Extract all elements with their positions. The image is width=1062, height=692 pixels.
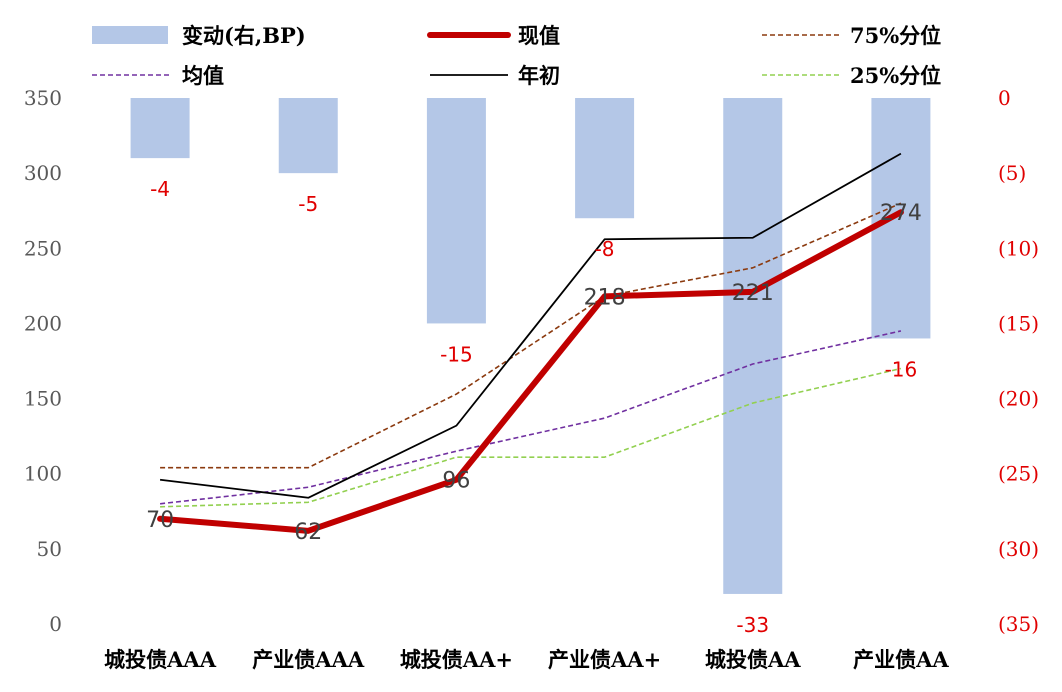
right-tick-label: (10) — [998, 236, 1039, 260]
left-tick-label: 200 — [24, 311, 62, 335]
change-bar-label: -15 — [440, 342, 473, 366]
change-bar — [278, 98, 338, 174]
category-label: 产业债AA — [853, 647, 949, 672]
legend-swatch-bar — [92, 26, 168, 44]
left-tick-label: 0 — [49, 612, 62, 636]
change-bar-label: -33 — [736, 613, 769, 637]
right-tick-label: (30) — [998, 537, 1039, 561]
category-label: 城投债AA+ — [400, 647, 513, 672]
series-line-2 — [160, 367, 902, 508]
left-tick-label: 100 — [24, 462, 62, 486]
series-line-0 — [160, 202, 902, 469]
change-bar — [871, 98, 931, 339]
left-tick-label: 150 — [24, 387, 62, 411]
current-value-label: 274 — [880, 201, 922, 226]
current-data-labels: 70 62 96 218 221 274 — [146, 201, 922, 545]
legend-label: 均值 — [182, 63, 224, 88]
change-bar — [723, 98, 783, 594]
change-bar-label: -16 — [885, 357, 918, 381]
current-value-label: 70 — [146, 508, 174, 533]
current-value-label: 218 — [584, 285, 626, 310]
change-bar — [130, 98, 190, 159]
legend-label: 25%分位 — [850, 63, 941, 88]
left-tick-label: 300 — [24, 161, 62, 185]
current-value-label: 62 — [294, 520, 322, 545]
right-tick-label: (35) — [998, 612, 1039, 636]
bar-series — [130, 98, 931, 594]
change-bar-label: -8 — [595, 237, 615, 261]
category-label: 产业债AA+ — [548, 647, 661, 672]
left-tick-label: 250 — [24, 236, 62, 260]
left-tick-label: 50 — [37, 537, 62, 561]
bar-data-labels: -4 -5 -15 -8 -33 -16 — [150, 177, 917, 637]
right-tick-label: (15) — [998, 311, 1039, 335]
change-bar-label: -4 — [150, 177, 170, 201]
right-tick-label: 0 — [998, 86, 1011, 110]
right-tick-label: (25) — [998, 462, 1039, 486]
right-tick-label: (5) — [998, 161, 1026, 185]
change-bar-label: -5 — [298, 192, 318, 216]
category-label: 城投债AAA — [104, 647, 217, 672]
current-value-label: 96 — [442, 469, 470, 494]
legend-label: 现值 — [518, 23, 560, 48]
left-axis: 0 50 100 150 200 250 300 350 — [24, 86, 62, 636]
change-bar — [575, 98, 635, 219]
series-line-1 — [159, 330, 902, 505]
line-series — [157, 152, 904, 534]
series-line-4 — [157, 209, 904, 534]
series-line-3 — [159, 152, 902, 499]
change-bar — [426, 98, 486, 324]
category-axis: 城投债AAA 产业债AAA 城投债AA+ 产业债AA+ 城投债AA 产业债AA — [104, 647, 949, 672]
legend-label: 75%分位 — [850, 23, 941, 48]
legend-label: 年初 — [518, 63, 560, 88]
category-label: 产业债AAA — [252, 647, 365, 672]
right-axis: 0 (5) (10) (15) (20) (25) (30) (35) — [998, 86, 1039, 636]
left-tick-label: 350 — [24, 86, 62, 110]
legend-label: 变动(右,BP) — [182, 23, 306, 48]
category-label: 城投债AA — [705, 647, 801, 672]
right-tick-label: (20) — [998, 387, 1039, 411]
current-value-label: 221 — [732, 281, 774, 306]
